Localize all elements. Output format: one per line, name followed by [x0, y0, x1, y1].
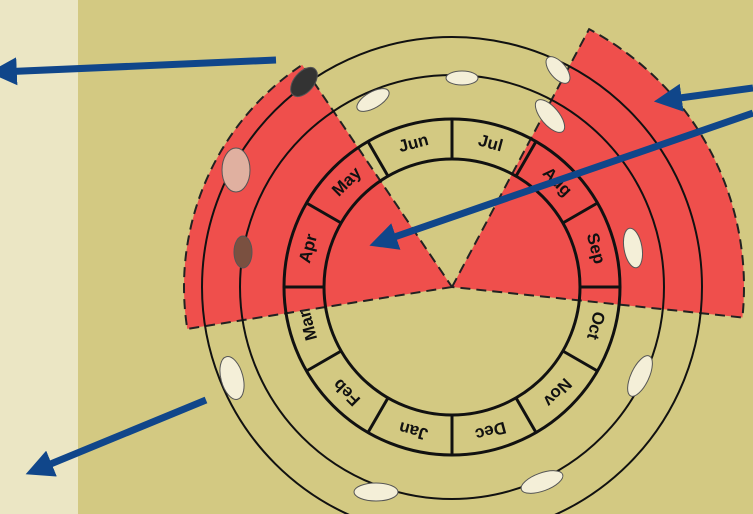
arrow — [0, 56, 277, 86]
ring — [201, 36, 703, 514]
larva-icon — [356, 88, 390, 112]
larva-icon — [219, 356, 245, 400]
larva-icon — [545, 56, 571, 84]
larva-icon — [627, 355, 653, 397]
month-divider — [366, 397, 390, 434]
pupa-icon — [221, 147, 251, 193]
arrow — [25, 396, 208, 477]
weevil-icon — [233, 235, 253, 269]
side-panel — [0, 0, 78, 514]
larva-icon — [445, 70, 479, 86]
month-divider — [305, 349, 342, 373]
active-wedge — [183, 63, 454, 331]
larva-icon — [534, 99, 566, 133]
month-divider — [366, 140, 390, 177]
larva-icons — [219, 56, 653, 502]
larva-icon — [622, 227, 644, 269]
weevil-icon — [290, 66, 318, 98]
month-divider — [562, 201, 599, 225]
month-divider — [514, 140, 538, 177]
month-divider — [562, 349, 599, 373]
arrow — [369, 109, 753, 250]
month-divider — [305, 201, 342, 225]
month-divider — [514, 397, 538, 434]
larva-icon — [520, 470, 564, 494]
larva-icon — [353, 482, 399, 502]
arrow — [653, 83, 753, 112]
arrows — [0, 56, 753, 477]
